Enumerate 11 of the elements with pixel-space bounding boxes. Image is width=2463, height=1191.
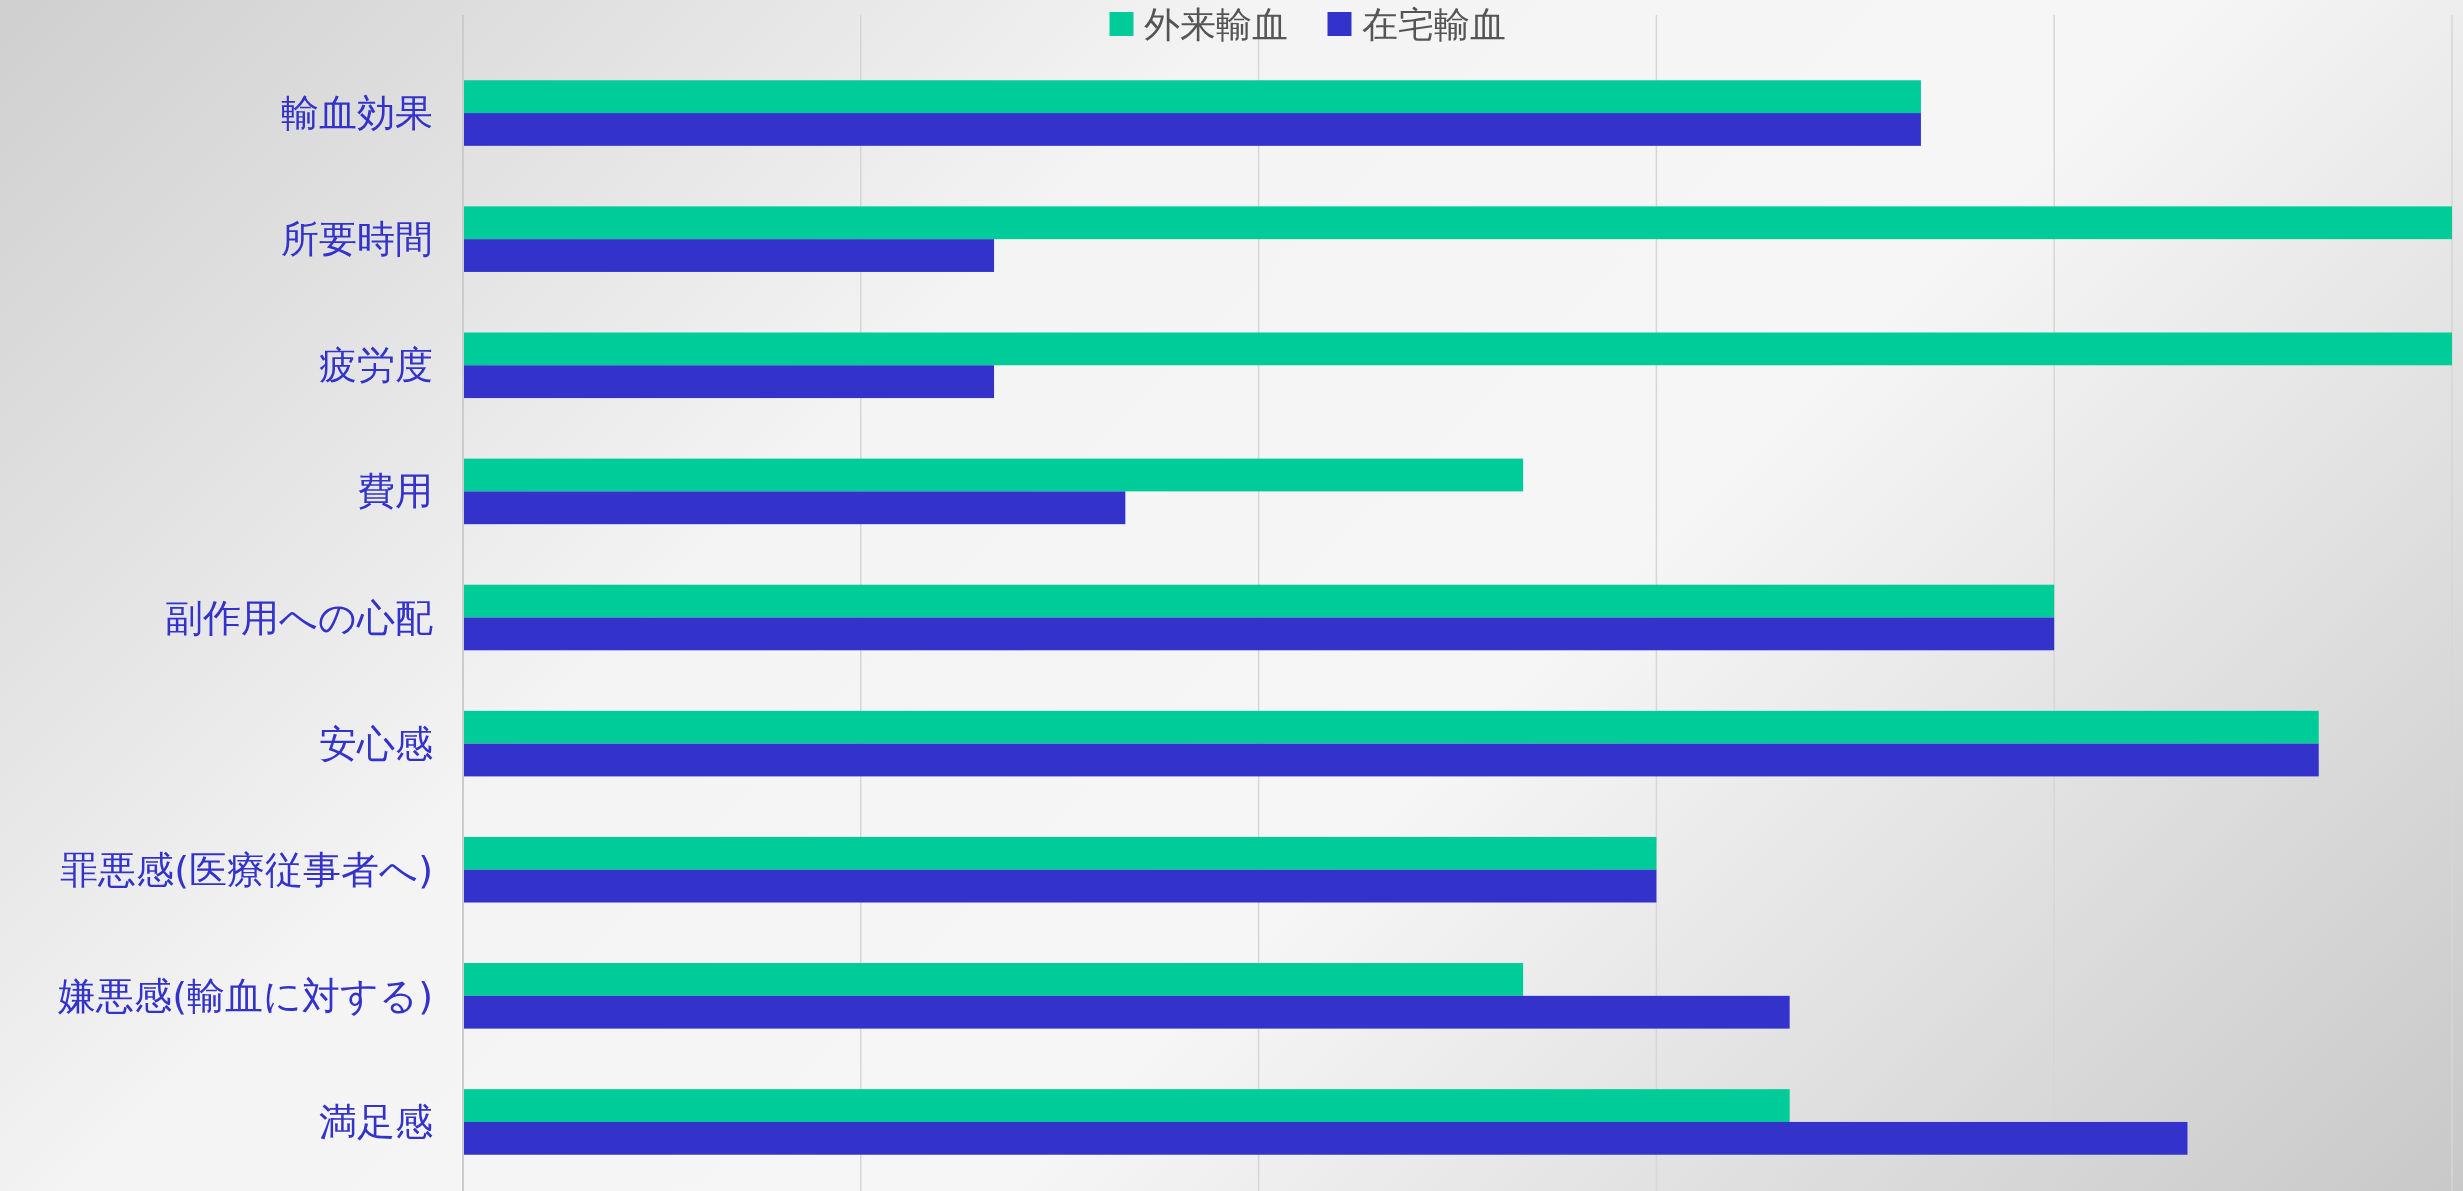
y-tick-label: 輸血効果	[281, 91, 433, 136]
y-tick-label: 副作用への心配	[165, 595, 433, 640]
legend-label: 外来輸血	[1143, 3, 1288, 45]
legend-label: 在宅輸血	[1361, 3, 1506, 45]
y-tick-label: 満足感	[319, 1099, 433, 1144]
y-tick-label: 罪悪感(医療従事者へ)	[60, 847, 433, 892]
y-tick-label: 費用	[357, 469, 433, 514]
y-tick-label: 所要時間	[281, 217, 433, 262]
y-tick-label: 嫌悪感(輸血に対する)	[58, 973, 433, 1018]
y-tick-label: 疲労度	[319, 343, 433, 388]
y-tick-label: 安心感	[319, 721, 433, 766]
